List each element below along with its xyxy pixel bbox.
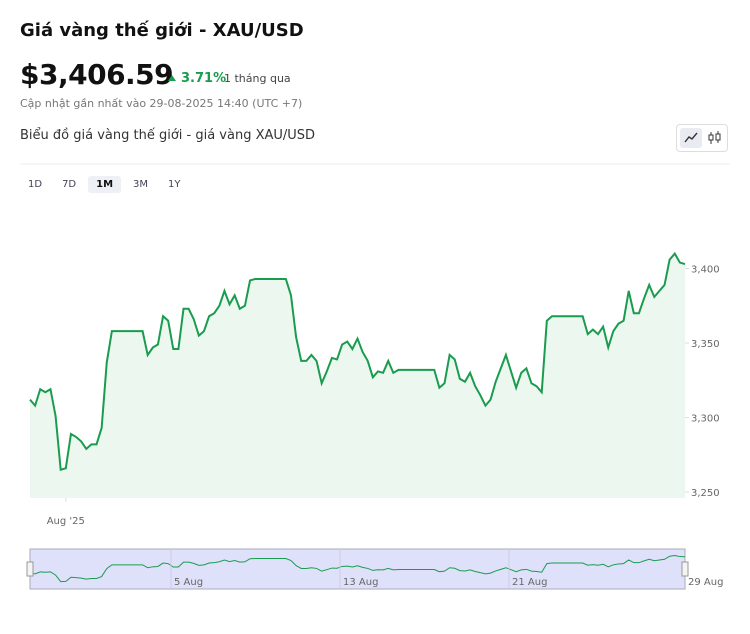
chart-type-toggle[interactable] bbox=[676, 124, 728, 152]
updated: Cập nhật gần nhất vào 29-08-2025 14:40 (… bbox=[20, 97, 303, 110]
navigator bbox=[29, 548, 686, 590]
navigator-label: 13 Aug bbox=[343, 577, 378, 588]
subtitle: Biểu đồ giá vàng thế giới - giá vàng XAU… bbox=[20, 128, 316, 143]
navigator-label: 29 Aug bbox=[688, 577, 723, 588]
toggle-icons bbox=[680, 128, 721, 148]
range-tab[interactable]: 3M bbox=[133, 179, 149, 190]
navigator-label: 21 Aug bbox=[512, 577, 547, 588]
navigator-handle bbox=[26, 561, 34, 577]
navigator-line bbox=[29, 554, 686, 583]
area bbox=[30, 253, 685, 498]
y-tick-label: 3,250 bbox=[691, 488, 720, 499]
range-tab[interactable]: 1M bbox=[88, 176, 122, 193]
title: Giá vàng thế giới - XAU/USD bbox=[20, 20, 304, 41]
price: $3,406.59 bbox=[20, 58, 174, 91]
range-tab[interactable]: 1D bbox=[28, 179, 43, 190]
range-tab[interactable]: 7D bbox=[62, 179, 77, 190]
price-line bbox=[29, 251, 686, 471]
y-tick-label: 3,400 bbox=[691, 265, 720, 276]
y-tick-label: 3,350 bbox=[691, 339, 720, 350]
change: 3.71% bbox=[168, 71, 226, 86]
navigator-handle bbox=[681, 561, 689, 577]
range-tab[interactable]: 1Y bbox=[168, 179, 181, 190]
period: 1 tháng qua bbox=[224, 72, 291, 85]
x-tick-label: Aug '25 bbox=[47, 516, 85, 527]
navigator-label: 5 Aug bbox=[174, 577, 203, 588]
range-tabs: 1D 7D 1M 3M 1Y bbox=[20, 176, 189, 193]
y-tick-label: 3,300 bbox=[691, 414, 720, 425]
